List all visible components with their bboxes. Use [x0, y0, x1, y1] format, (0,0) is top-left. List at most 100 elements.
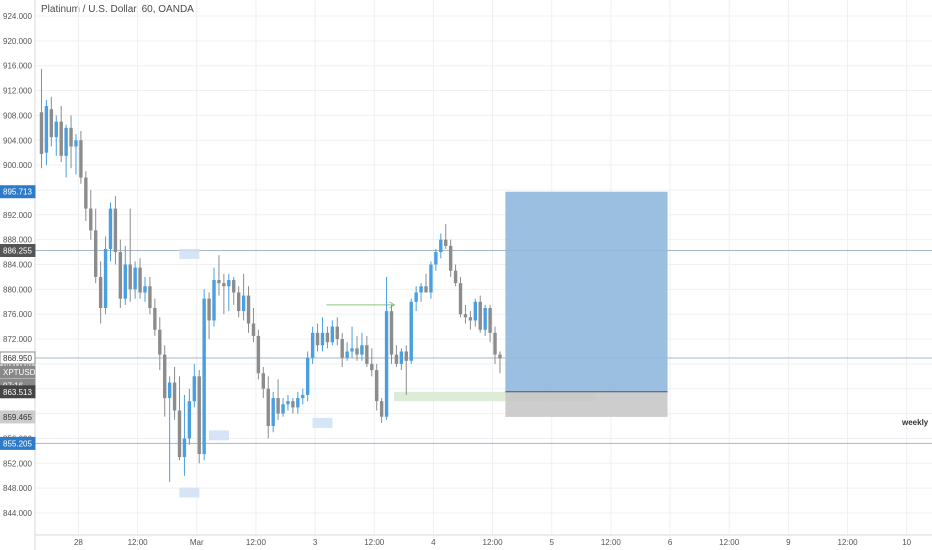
candle-body — [315, 332, 320, 346]
price-tick-label: 876.000 — [3, 310, 32, 319]
candle-body — [325, 332, 330, 343]
candle-body — [414, 292, 418, 302]
price-tick-label: 908.000 — [3, 111, 32, 120]
candle-body — [335, 326, 339, 340]
candle-body — [296, 398, 300, 408]
candle-up — [133, 261, 137, 299]
candle-down — [153, 298, 157, 336]
time-tick-label: 12:00 — [601, 538, 622, 547]
candle-body — [98, 276, 103, 308]
candle-down — [98, 261, 103, 324]
candle-body — [103, 248, 108, 308]
time-tick-label: 6 — [668, 538, 673, 547]
price-tag: 863.513 — [0, 385, 36, 399]
candle-body — [251, 323, 256, 336]
candle-body — [197, 376, 201, 454]
candle-down — [365, 335, 369, 368]
time-tick-label: 12:00 — [364, 538, 385, 547]
candle-body — [153, 307, 157, 330]
price-tag-bg — [0, 185, 36, 199]
candle-down — [177, 376, 182, 461]
price-tag-label: 859.465 — [3, 413, 32, 422]
chart-title: Platinum / U.S. Dollar, 60, OANDA — [41, 4, 194, 15]
candle-down — [222, 273, 226, 315]
candle-body — [399, 351, 404, 364]
candle-down — [488, 304, 492, 343]
candle-body — [128, 264, 132, 290]
candle-down — [394, 345, 399, 368]
candle-down — [256, 329, 261, 380]
highlight-marker[interactable] — [179, 487, 200, 498]
candle-down — [325, 326, 330, 349]
candle-up — [44, 99, 49, 166]
candle-body — [246, 295, 251, 324]
candle-body — [217, 280, 221, 284]
candle-body — [177, 410, 182, 458]
candle-down — [458, 276, 463, 318]
highlight-marker[interactable] — [179, 248, 200, 259]
candle-body — [419, 286, 423, 293]
drawing-layer[interactable] — [35, 191, 932, 498]
candle-up — [399, 348, 404, 371]
time-tick-label: 28 — [74, 538, 83, 547]
candle-body — [163, 354, 167, 399]
candle-down — [113, 196, 118, 265]
price-tick-label: 844.000 — [3, 509, 32, 518]
highlight-marker[interactable] — [312, 417, 333, 428]
candle-up — [330, 320, 335, 346]
candle-body — [79, 140, 83, 178]
price-tick-label: 892.000 — [3, 211, 32, 220]
candle-down — [468, 311, 473, 330]
candle-body — [84, 177, 88, 209]
candle-body — [483, 307, 487, 330]
long-position-stop-zone[interactable] — [505, 391, 668, 417]
support-zone[interactable] — [393, 391, 597, 402]
candle-body — [158, 329, 162, 355]
price-tag: XPTUSD — [0, 365, 36, 379]
time-tick-label: 12:00 — [838, 538, 859, 547]
candle-down — [379, 398, 384, 423]
candle-body — [478, 301, 482, 330]
candle-body — [148, 286, 152, 308]
candle-body — [39, 112, 44, 154]
price-tick-label: 872.000 — [3, 335, 32, 344]
candle-up — [409, 298, 413, 364]
candle-up — [419, 283, 423, 302]
candle-up — [123, 245, 127, 305]
candle-body — [355, 348, 359, 355]
candle-body — [488, 307, 492, 333]
candle-down — [207, 292, 211, 340]
candle-body — [212, 280, 216, 321]
price-tick-label: 880.000 — [3, 285, 32, 294]
candle-body — [375, 370, 379, 402]
candle-body — [434, 252, 438, 265]
candle-down — [375, 363, 379, 411]
candle-body — [74, 140, 78, 147]
candle-body — [54, 121, 58, 138]
candle-down — [59, 106, 63, 162]
price-tick-label: 912.000 — [3, 87, 32, 96]
candle-up — [143, 276, 147, 302]
candle-down — [266, 376, 270, 439]
candle-body — [276, 398, 280, 414]
candle-body — [182, 438, 187, 458]
candle-up — [345, 342, 349, 361]
candle-up — [182, 394, 187, 476]
candle-body — [202, 298, 206, 454]
price-tag-label: 886.255 — [3, 246, 32, 255]
candle-up — [64, 124, 68, 178]
candle-up — [187, 388, 192, 445]
time-axis[interactable]: 28 12:00 Mar 12:00 3 12:00 4 12:00 5 12:00 6 12:00 9… — [74, 538, 912, 547]
highlight-marker[interactable] — [208, 430, 229, 441]
price-tick-label: 888.000 — [3, 236, 32, 245]
candle-up — [320, 317, 325, 352]
price-tag: 886.255 — [0, 243, 36, 257]
candle-body — [424, 286, 428, 293]
candle-up — [167, 376, 172, 482]
price-tick-label: 904.000 — [3, 136, 32, 145]
long-position-target-zone[interactable] — [505, 191, 668, 392]
candle-body — [172, 382, 177, 411]
candle-body — [118, 252, 123, 299]
